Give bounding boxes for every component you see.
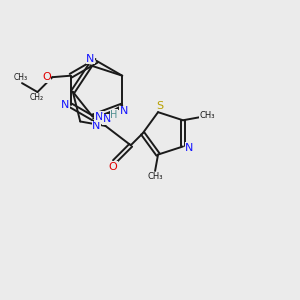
Text: CH₂: CH₂ xyxy=(30,93,44,102)
Text: O: O xyxy=(42,72,51,82)
Text: N: N xyxy=(61,100,70,110)
Text: CH₃: CH₃ xyxy=(14,73,28,82)
Text: N: N xyxy=(95,112,103,122)
Text: N: N xyxy=(103,114,111,124)
Text: CH₃: CH₃ xyxy=(200,111,215,120)
Text: N: N xyxy=(92,121,101,131)
Text: CH₃: CH₃ xyxy=(147,172,163,182)
Text: O: O xyxy=(109,162,117,172)
Text: S: S xyxy=(156,100,163,111)
Text: N: N xyxy=(86,54,94,64)
Text: H: H xyxy=(110,110,118,120)
Text: N: N xyxy=(119,106,128,116)
Text: N: N xyxy=(185,143,194,153)
